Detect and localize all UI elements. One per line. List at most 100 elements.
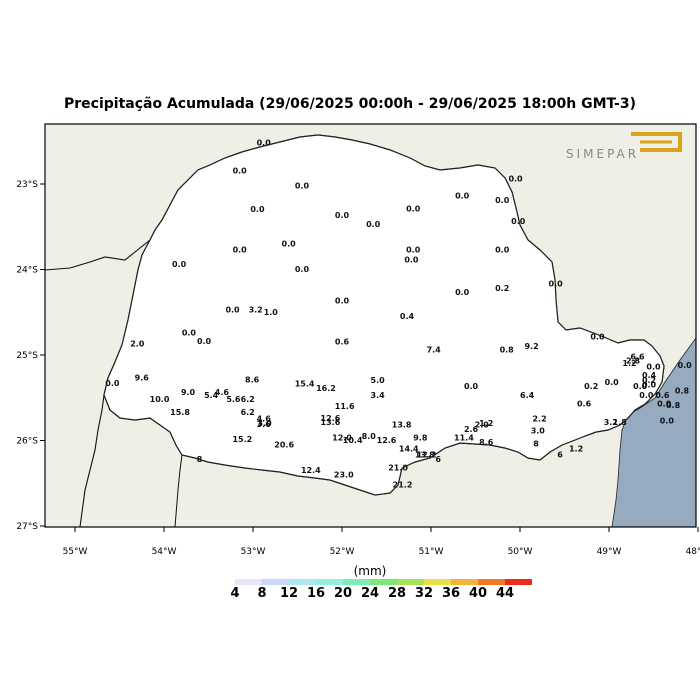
station-value: 9.6 [135,374,150,383]
x-axis: 55°W 54°W 53°W 52°W 51°W 50°W 49°W 48°W [63,527,700,557]
station-value: 0.0 [495,245,510,254]
station-value: 0.2 [495,284,509,293]
station-value: 0.0 [282,239,297,248]
station-value: 3.2 [249,305,263,314]
station-value: 0.0 [257,139,272,148]
x-tick-label: 51°W [419,547,444,557]
station-value: 1.2 [569,445,583,454]
station-value: 5.4 [204,391,219,400]
station-value: 0.0 [642,380,657,389]
station-value: 3.0 [257,419,272,428]
station-value: 21.2 [393,481,413,490]
station-value: 9.2 [524,342,538,351]
station-value: 3.0 [531,427,546,436]
station-value: 0.0 [250,205,265,214]
station-value: 0.0 [406,245,421,254]
colorbar-swatch [505,579,532,585]
station-value: 0.4 [400,312,415,321]
x-tick-label: 54°W [152,547,177,557]
station-value: 0.0 [182,328,197,337]
logo-text: SIMEPAR [566,147,639,161]
country-border-west [79,394,105,527]
colorbar-swatch [235,579,262,585]
station-value: 2.0 [130,339,145,348]
station-value: 6 [435,455,441,464]
station-value: 11.6 [335,402,355,411]
station-value: 0.0 [508,174,523,183]
station-value: 0.8 [500,345,515,354]
station-value: 2.2 [532,415,546,424]
station-value: 0.0 [511,217,526,226]
station-value: 0.8 [675,386,690,395]
station-value: 21.0 [388,463,408,472]
station-value: 4.6 [215,388,230,397]
colorbar-label: 20 [334,586,352,601]
ocean [612,338,696,527]
map-frame [44,123,697,528]
x-tick-label: 53°W [241,547,266,557]
station-value: 6.4 [520,391,535,400]
station-value: 13.8 [415,451,435,460]
station-value: 0.8 [666,401,681,410]
colorbar-label: 8 [257,586,266,601]
y-tick-label: 25°S [16,351,38,361]
station-value: 3.6 [257,420,272,429]
y-tick-label: 27°S [16,522,38,532]
y-tick-label: 23°S [16,180,38,190]
station-value: 0.0 [105,379,120,388]
station-value: 0.0 [605,378,620,387]
x-tick-label: 52°W [330,547,355,557]
station-value: 0.0 [335,297,350,306]
station-value: 3.2 [604,418,618,427]
colorbar-swatch [208,579,235,585]
station-value: 0.0 [366,220,381,229]
station-value: 0.0 [657,399,672,408]
colorbar-label: 4 [230,586,239,601]
state-border-south [174,454,183,527]
x-tick-label: 49°W [597,547,622,557]
y-axis: 23°S 24°S 25°S 26°S 27°S [16,180,45,532]
station-value: 12.2 [417,451,437,460]
station-value: 12.6 [321,414,341,423]
station-value: 0.2 [584,382,598,391]
station-value: 8.6 [245,375,260,384]
colorbar-swatch [424,579,451,585]
station-values: 0.00.00.00.00.00.00.00.0 0.00.00.00.00.00… [105,139,692,490]
station-value: 0.0 [633,382,648,391]
colorbar-swatch [478,579,505,585]
colorbar-label: 32 [415,586,433,601]
station-value: 2.6 [464,425,479,434]
colorbar-swatch [370,579,397,585]
station-value: 15.4 [295,380,315,389]
station-value: 14.4 [399,445,419,454]
station-value: 20.6 [274,440,294,449]
colorbar-swatch [289,579,316,585]
station-value: 0.6 [655,391,670,400]
station-value: 23.0 [334,470,354,479]
map-panel: SIMEPAR 0.00.00.00.00.00.00.00.0 0.00.00.… [45,124,696,527]
station-value: 0.0 [639,391,654,400]
station-value: 7.4 [427,345,442,354]
station-value: 12.6 [377,436,397,445]
station-value: 10.4 [343,436,363,445]
station-value: 0.6 [335,338,350,347]
station-value: 5.0 [371,376,386,385]
station-value: 16.2 [316,384,336,393]
station-value: 0.0 [590,333,605,342]
colorbar-label: 40 [469,586,487,601]
colorbar-label: 24 [361,586,379,601]
station-value: 4.6 [257,415,272,424]
station-value: 5.6 [226,395,241,404]
station-value: 6.2 [241,408,255,417]
colorbar-swatch [451,579,478,585]
colorbar-unit: (mm) [354,564,387,578]
station-value: 0.0 [406,204,421,213]
colorbar-label: 28 [388,586,406,601]
station-value: 0.0 [495,196,510,205]
x-tick-label: 50°W [508,547,533,557]
station-value: 0.0 [233,167,248,176]
station-value: 6 [557,451,563,460]
colorbar-swatch [397,579,424,585]
station-value: 6.6 [630,352,645,361]
station-value: 15.8 [170,408,190,417]
